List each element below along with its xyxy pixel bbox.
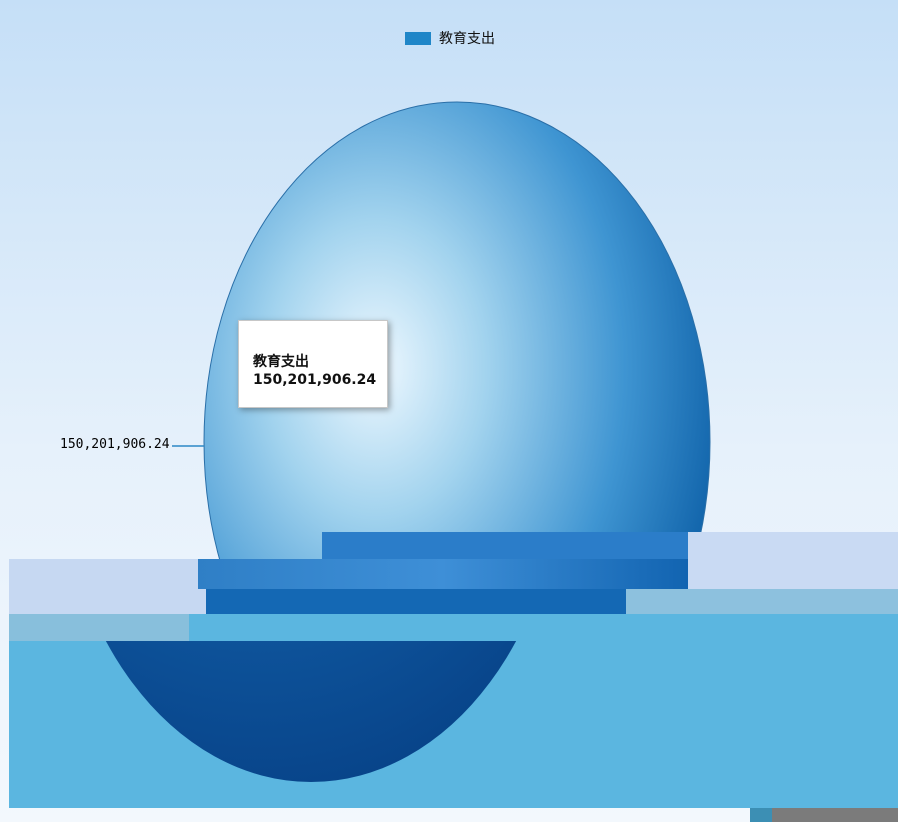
legend-label: 教育支出 bbox=[439, 31, 495, 47]
glitch-band-slice-upper bbox=[198, 559, 688, 589]
glitch-band-slice-top bbox=[322, 532, 688, 559]
lower-pie-group bbox=[105, 641, 517, 782]
glitch-band-light-right bbox=[688, 532, 898, 589]
glitch-band-teal-left bbox=[9, 614, 189, 641]
pie-slice-0-lower-part bbox=[105, 641, 517, 782]
legend-swatch bbox=[405, 31, 431, 45]
corner-block-gray bbox=[772, 808, 898, 822]
slice-data-label: 150,201,906.24 bbox=[60, 437, 170, 452]
legend[interactable]: 教育支出 bbox=[405, 28, 495, 48]
glitch-band-light-left bbox=[9, 559, 209, 614]
corner-block-teal bbox=[750, 808, 772, 822]
tooltip-title: 教育支出 bbox=[253, 354, 309, 370]
tooltip: 教育支出 150,201,906.24 bbox=[238, 320, 388, 408]
glitch-band-teal-right bbox=[626, 589, 898, 614]
glitch-band-slice-mid bbox=[206, 589, 626, 614]
tooltip-value: 150,201,906.24 bbox=[253, 372, 377, 388]
